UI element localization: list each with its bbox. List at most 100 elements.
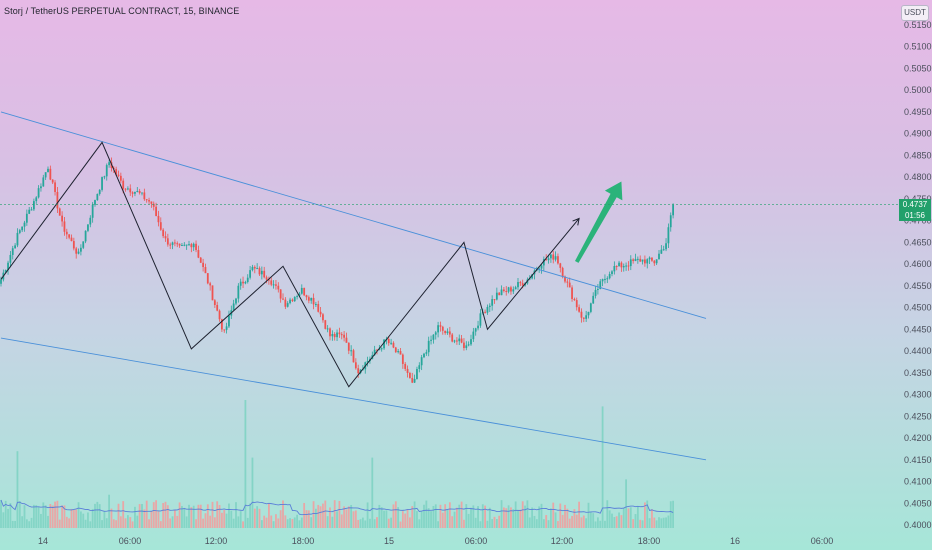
volume-bar [268,503,270,528]
candle-body [333,334,336,338]
candle-body [493,299,496,301]
candle-body [312,297,315,305]
volume-bar [174,510,176,528]
candle-body [270,280,273,285]
candle-body [195,243,197,251]
volume-bar [484,505,486,528]
volume-bar [592,513,595,528]
time-axis: 14 06:00 12:00 18:00 15 06:00 12:00 18:00 16 06:0… [38,536,833,546]
candle-body [597,288,599,290]
volume-bar [72,509,75,528]
volume-bar [517,509,519,528]
candle-body [225,326,228,330]
volume-bar [620,515,623,528]
volume-bar [80,511,82,528]
volume-bar [451,516,454,528]
candle-body [218,310,221,320]
candle-body [615,266,618,268]
volume-bar [418,519,421,528]
candle-body [232,303,235,311]
candle-body [387,338,390,344]
volume-bar [124,518,127,528]
volume-bar [225,513,228,528]
volume-bar [18,501,21,528]
candle-body [340,334,343,336]
price-tick-label: 0.4550 [904,281,932,291]
volume-bar [453,511,456,528]
volume-bar [613,517,616,528]
candle-body [37,188,40,198]
volume-bar [230,510,233,528]
candle-body [463,342,465,348]
volume-bar [213,517,216,528]
candle-body [169,244,172,246]
candle-body [197,250,200,258]
volume-bar [331,516,334,528]
volume-bar [338,500,341,528]
candle-body [446,331,449,334]
candle-body [618,262,620,267]
candle-body [425,352,428,354]
candle-body [21,226,24,231]
volume-bar [479,521,482,528]
candle-body [331,334,334,337]
candle-body [495,292,498,300]
candle-body [366,360,369,363]
volume-bar [629,507,632,528]
currency-unit-button[interactable]: USDT [901,5,929,21]
volume-bar [568,518,571,528]
volume-bar [232,518,235,528]
time-tick-label: 14 [38,536,48,546]
volume-bar [293,517,296,528]
candle-body [498,292,501,296]
time-tick-label: 16 [730,536,740,546]
volume-bar [82,513,85,528]
candle-body [354,362,357,369]
candle-body [557,256,559,264]
volume-bar [155,500,157,528]
price-tick-label: 0.4600 [904,259,932,269]
candle-body [479,313,482,326]
volume-bar [533,515,536,528]
volume-ma-line [0,499,674,516]
candle-body [258,268,261,275]
volume-bar [171,516,174,528]
candle-body [209,283,212,286]
volume-bar [145,500,148,528]
volume-bar [413,501,416,528]
candle-body [221,319,223,330]
candle-body [582,317,585,319]
volume-bar [535,519,538,528]
candle-body [216,304,219,311]
candle-body [441,326,444,331]
zigzag-pattern [0,141,580,388]
candle-body [510,287,512,292]
volume-bar [662,517,665,528]
volume-bar [181,506,183,528]
candle-body [18,230,21,233]
candle-body [644,259,646,264]
volume-bar [9,503,12,528]
volume-bar [324,500,327,528]
volume-bar [260,520,263,528]
candle-body [491,299,494,306]
candle-body [550,254,552,259]
candle-body [629,259,632,267]
candle-body [286,303,289,307]
candle-body [418,365,421,369]
candle-body [296,296,298,298]
candle-body [61,215,63,222]
candle-body [500,289,503,296]
volume-bar [14,520,16,528]
volume-bar [354,510,357,528]
candle-body [322,314,324,321]
candle-body [56,191,59,209]
candle-body [65,231,68,235]
candle-body [284,299,287,307]
price-tick-label: 0.4250 [904,411,932,421]
candle-body [211,285,214,301]
candle-body [427,340,430,353]
volume-bar [253,508,256,528]
